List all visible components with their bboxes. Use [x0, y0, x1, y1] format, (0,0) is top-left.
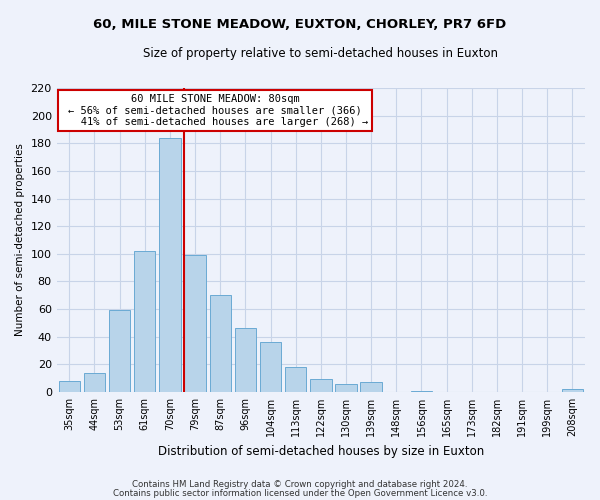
Bar: [184, 255, 206, 392]
Text: Contains public sector information licensed under the Open Government Licence v3: Contains public sector information licen…: [113, 489, 487, 498]
Bar: [562, 389, 583, 392]
Bar: [109, 310, 130, 392]
Bar: [335, 384, 356, 392]
Bar: [260, 342, 281, 392]
X-axis label: Distribution of semi-detached houses by size in Euxton: Distribution of semi-detached houses by …: [158, 444, 484, 458]
Y-axis label: Number of semi-detached properties: Number of semi-detached properties: [15, 144, 25, 336]
Bar: [235, 328, 256, 392]
Title: Size of property relative to semi-detached houses in Euxton: Size of property relative to semi-detach…: [143, 48, 499, 60]
Bar: [209, 295, 231, 392]
Bar: [361, 382, 382, 392]
Bar: [285, 367, 307, 392]
Text: 60 MILE STONE MEADOW: 80sqm
← 56% of semi-detached houses are smaller (366)
   4: 60 MILE STONE MEADOW: 80sqm ← 56% of sem…: [62, 94, 368, 128]
Text: 60, MILE STONE MEADOW, EUXTON, CHORLEY, PR7 6FD: 60, MILE STONE MEADOW, EUXTON, CHORLEY, …: [94, 18, 506, 30]
Bar: [310, 380, 332, 392]
Bar: [134, 251, 155, 392]
Bar: [159, 138, 181, 392]
Bar: [59, 381, 80, 392]
Bar: [411, 390, 432, 392]
Bar: [84, 372, 105, 392]
Text: Contains HM Land Registry data © Crown copyright and database right 2024.: Contains HM Land Registry data © Crown c…: [132, 480, 468, 489]
